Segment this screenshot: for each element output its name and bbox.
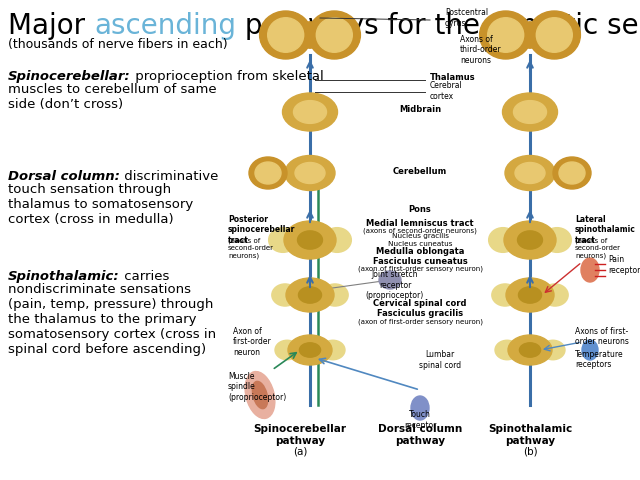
Ellipse shape: [260, 11, 312, 59]
Ellipse shape: [528, 11, 580, 59]
Text: Pons: Pons: [408, 205, 431, 215]
Ellipse shape: [284, 221, 336, 259]
Ellipse shape: [520, 22, 540, 48]
Ellipse shape: [520, 343, 541, 357]
Ellipse shape: [513, 101, 547, 123]
Ellipse shape: [543, 228, 572, 252]
Text: proprioception from skeletal: proprioception from skeletal: [131, 70, 323, 83]
Text: Nucleus gracilis: Nucleus gracilis: [392, 233, 449, 239]
Text: (a): (a): [293, 447, 307, 457]
Text: Spinocerebellar
pathway: Spinocerebellar pathway: [253, 424, 346, 446]
Ellipse shape: [249, 157, 287, 189]
Text: pathways for the somatic senses: pathways for the somatic senses: [236, 12, 640, 40]
Text: muscles to cerebellum of same
side (don’t cross): muscles to cerebellum of same side (don’…: [8, 83, 216, 111]
Text: nondiscriminate sensations
(pain, temp, pressure) through
the thalamus to the pr: nondiscriminate sensations (pain, temp, …: [8, 283, 216, 356]
Ellipse shape: [288, 335, 332, 365]
Ellipse shape: [508, 335, 552, 365]
Ellipse shape: [286, 278, 334, 312]
Ellipse shape: [541, 340, 565, 360]
Text: Posterior
spinocerebellar
tract: Posterior spinocerebellar tract: [228, 215, 296, 245]
Ellipse shape: [553, 157, 591, 189]
Ellipse shape: [518, 287, 541, 303]
Ellipse shape: [495, 340, 519, 360]
Text: (b): (b): [523, 447, 538, 457]
Text: (axons of
second-order
neurons): (axons of second-order neurons): [228, 238, 274, 259]
Text: Postcentral
gyrus: Postcentral gyrus: [445, 8, 488, 28]
Text: (axon of first-order sensory neuron): (axon of first-order sensory neuron): [358, 266, 483, 272]
Ellipse shape: [504, 221, 556, 259]
Text: Medulla oblongata: Medulla oblongata: [376, 248, 464, 256]
Text: (axons of second-order neurons): (axons of second-order neurons): [363, 228, 477, 234]
Ellipse shape: [322, 284, 348, 306]
Ellipse shape: [269, 228, 297, 252]
Text: Medial lemniscus tract: Medial lemniscus tract: [366, 218, 474, 228]
Text: (axons of
second-order
neurons): (axons of second-order neurons): [575, 238, 621, 259]
Ellipse shape: [479, 11, 532, 59]
Ellipse shape: [245, 372, 275, 419]
Ellipse shape: [502, 93, 557, 131]
Text: touch sensation through
thalamus to somatosensory
cortex (cross in medulla): touch sensation through thalamus to soma…: [8, 183, 193, 226]
Ellipse shape: [321, 340, 345, 360]
Text: Muscle
spindle
(proprioceptor): Muscle spindle (proprioceptor): [228, 372, 286, 402]
Ellipse shape: [489, 228, 517, 252]
Ellipse shape: [541, 284, 568, 306]
Text: Fasciculus cuneatus: Fasciculus cuneatus: [372, 256, 467, 265]
Ellipse shape: [275, 340, 300, 360]
Ellipse shape: [255, 162, 281, 184]
Ellipse shape: [282, 93, 337, 131]
Text: Joint stretch
receptor
(proprioceptor): Joint stretch receptor (proprioceptor): [366, 270, 424, 300]
Ellipse shape: [492, 284, 518, 306]
Ellipse shape: [295, 163, 325, 183]
Text: Temperature
receptors: Temperature receptors: [575, 350, 623, 370]
Text: Cervical spinal cord: Cervical spinal cord: [373, 300, 467, 309]
Ellipse shape: [272, 284, 298, 306]
Ellipse shape: [298, 231, 323, 249]
Ellipse shape: [323, 228, 351, 252]
Ellipse shape: [300, 343, 321, 357]
Ellipse shape: [488, 18, 524, 52]
Text: Fasciculus gracilis: Fasciculus gracilis: [377, 309, 463, 317]
Text: (axon of first-order sensory neuron): (axon of first-order sensory neuron): [358, 319, 483, 325]
Text: Axon of
first-order
neuron: Axon of first-order neuron: [233, 327, 272, 357]
Ellipse shape: [506, 278, 554, 312]
Text: Dorsal column
pathway: Dorsal column pathway: [378, 424, 462, 446]
Text: Cerebral
cortex: Cerebral cortex: [430, 81, 463, 101]
Ellipse shape: [518, 231, 543, 249]
Text: ascending: ascending: [94, 12, 236, 40]
Ellipse shape: [536, 18, 572, 52]
Text: Thalamus: Thalamus: [430, 73, 476, 83]
Text: Midbrain: Midbrain: [399, 106, 441, 115]
Text: Spinothalamic
pathway: Spinothalamic pathway: [488, 424, 572, 446]
Ellipse shape: [285, 156, 335, 191]
Ellipse shape: [252, 381, 268, 408]
Ellipse shape: [582, 340, 598, 360]
Text: Lateral
spinothalamic
tract: Lateral spinothalamic tract: [575, 215, 636, 245]
Ellipse shape: [515, 163, 545, 183]
Ellipse shape: [379, 271, 401, 289]
Ellipse shape: [298, 287, 321, 303]
Text: Lumbar
spinal cord: Lumbar spinal cord: [419, 350, 461, 370]
Text: Major: Major: [8, 12, 94, 40]
Text: carries: carries: [120, 270, 169, 283]
Text: (thousands of nerve fibers in each): (thousands of nerve fibers in each): [8, 38, 228, 51]
Ellipse shape: [411, 396, 429, 420]
Ellipse shape: [308, 11, 360, 59]
Text: Spinothalamic:: Spinothalamic:: [8, 270, 120, 283]
Ellipse shape: [559, 162, 585, 184]
Text: Nucleus cuneatus: Nucleus cuneatus: [388, 241, 452, 247]
Text: Cerebellum: Cerebellum: [393, 168, 447, 177]
Ellipse shape: [505, 156, 555, 191]
Ellipse shape: [581, 258, 599, 282]
Text: Dorsal column:: Dorsal column:: [8, 170, 120, 183]
Ellipse shape: [294, 101, 326, 123]
Text: Spinocerebellar:: Spinocerebellar:: [8, 70, 131, 83]
Text: discriminative: discriminative: [120, 170, 218, 183]
Text: Touch
receptor: Touch receptor: [404, 410, 436, 430]
Text: Axons of first-
order neurons: Axons of first- order neurons: [575, 327, 629, 347]
Text: Axons of
third-order
neurons: Axons of third-order neurons: [460, 35, 502, 65]
Text: Pain
receptors: Pain receptors: [608, 255, 640, 275]
Ellipse shape: [300, 22, 320, 48]
Ellipse shape: [316, 18, 352, 52]
Ellipse shape: [268, 18, 304, 52]
